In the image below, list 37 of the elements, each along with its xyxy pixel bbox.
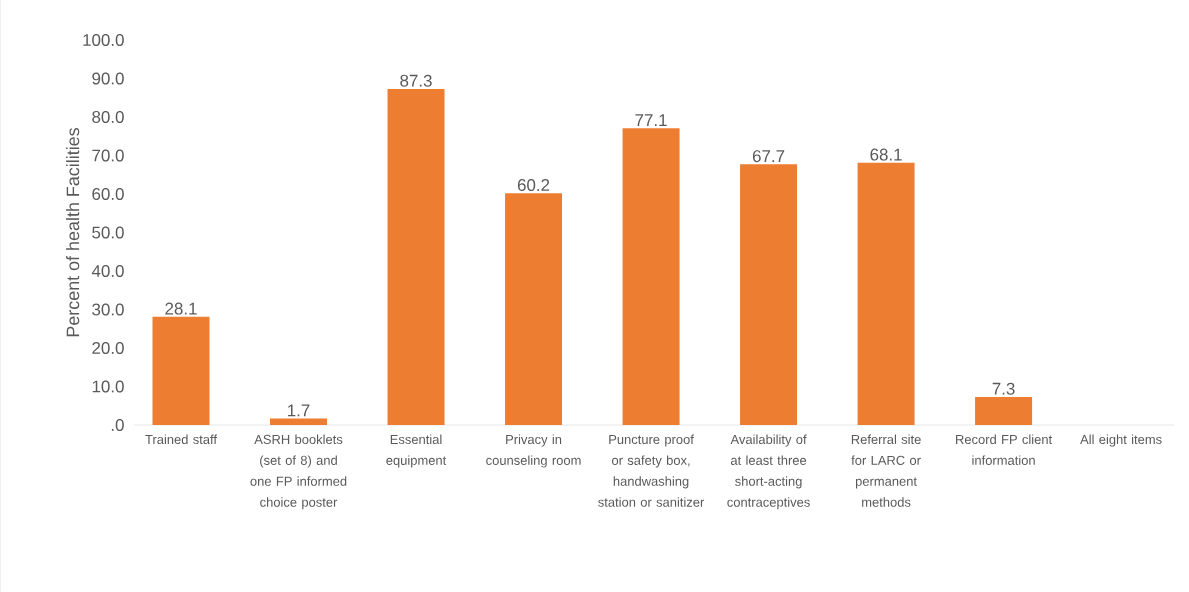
x-tick-label: Record FP client information: [956, 434, 1053, 465]
bar: [152, 316, 210, 425]
y-tick-label: 70.0: [92, 149, 124, 162]
x-tick-label: All eight items: [1080, 434, 1162, 447]
data-label: 68.1: [870, 148, 902, 161]
bar: [505, 193, 563, 425]
y-tick-label: 20.0: [92, 342, 124, 354]
y-tick-label: 90.0: [92, 72, 124, 85]
bar: [740, 164, 798, 425]
y-tick-label: 80.0: [92, 111, 124, 123]
y-tick-label: 60.0: [92, 188, 124, 200]
y-tick-label: 30.0: [92, 303, 124, 316]
bar: [975, 396, 1033, 425]
y-tick-label: 100.0: [83, 34, 124, 46]
x-tick-label: Availability of at least three short-acting contraceptives: [727, 434, 810, 510]
x-tick-label: Privacy in counseling room: [486, 434, 581, 468]
data-label: 28.1: [165, 302, 197, 315]
y-tick-label: .0: [111, 419, 124, 431]
data-label: 60.2: [517, 179, 550, 192]
bar: [622, 128, 680, 425]
data-label: 1.7: [288, 404, 310, 417]
y-tick-label: 40.0: [91, 265, 124, 277]
x-tick-label: Referral site for LARC or permanent methods: [851, 434, 921, 507]
bar: [857, 162, 915, 425]
bar: [387, 88, 445, 425]
x-tick-label: Essential equipment: [386, 434, 447, 468]
y-tick-label: 10.0: [92, 380, 124, 393]
data-label: 77.1: [635, 114, 667, 126]
data-label: 7.3: [992, 382, 1015, 395]
y-tick-label: 50.0: [92, 226, 124, 239]
data-label: 67.7: [752, 150, 785, 163]
bar: [270, 418, 328, 425]
y-axis-title: Percent of health Facilities: [66, 128, 80, 337]
x-tick-label: Puncture proof or safety box, handwashing station or sanitizer: [598, 434, 705, 507]
x-tick-label: ASRH booklets (set of 8) and one FP informed choice poster: [250, 434, 347, 510]
x-tick-label: Trained staff: [145, 434, 218, 445]
data-label: 87.3: [400, 74, 432, 87]
